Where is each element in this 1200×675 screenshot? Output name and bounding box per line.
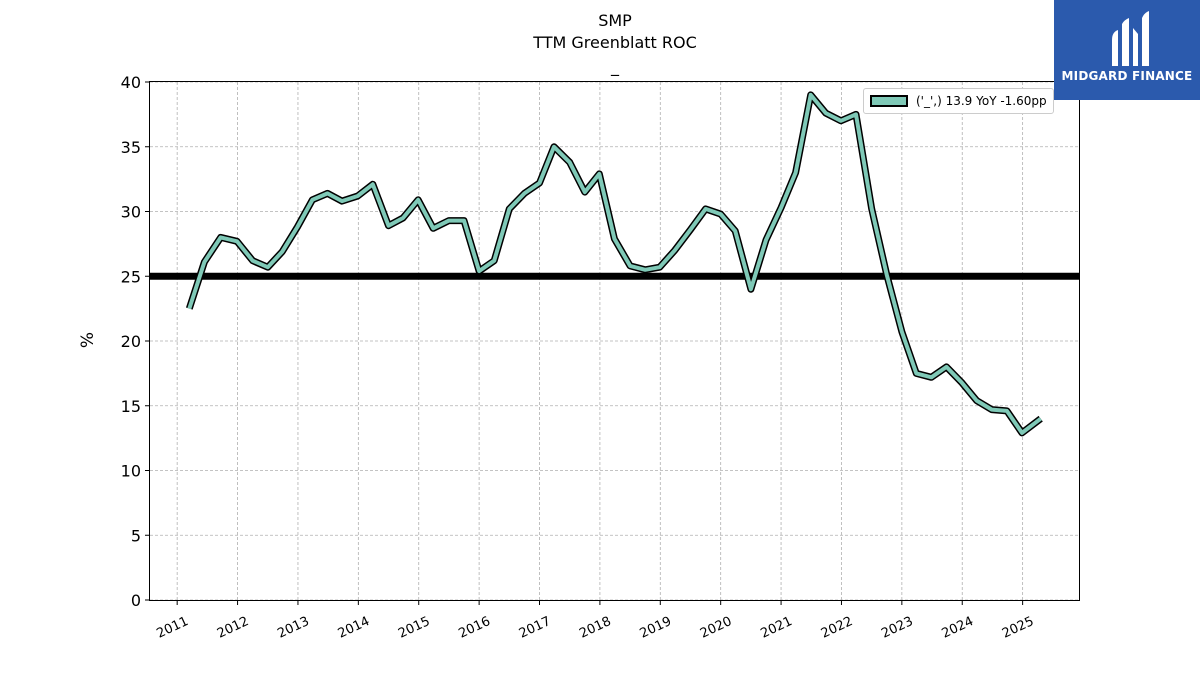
- legend: ('_',) 13.9 YoY -1.60pp: [863, 88, 1054, 114]
- y-axis-label: %: [78, 331, 99, 349]
- y-tick-label: 25: [121, 267, 141, 286]
- x-tick-label: 2020: [698, 614, 734, 642]
- y-tick-label: 10: [121, 462, 141, 481]
- y-tick-label: 5: [131, 526, 141, 545]
- y-tick-label: 40: [121, 73, 141, 92]
- series-line: [187, 92, 1042, 435]
- series-line-outline: [185, 91, 1043, 437]
- x-tick-label: 2025: [1000, 614, 1036, 642]
- y-tick-label: 30: [121, 203, 141, 222]
- brand-logo: MIDGARD FINANCE: [1054, 0, 1200, 100]
- x-tick-label: 2011: [155, 614, 191, 642]
- x-tick-label: 2019: [638, 614, 674, 642]
- x-tick-label: 2014: [336, 614, 372, 642]
- y-tick-label: 0: [131, 591, 141, 610]
- y-tick-label: 20: [121, 332, 141, 351]
- y-axis: 0 5 10 15 20 25 30 35 40: [121, 73, 150, 610]
- x-tick-label: 2023: [879, 614, 915, 642]
- legend-label: ('_',) 13.9 YoY -1.60pp: [916, 94, 1047, 108]
- x-tick-label: 2018: [577, 614, 613, 642]
- legend-swatch: [870, 95, 908, 107]
- logo-text: MIDGARD FINANCE: [1061, 69, 1193, 83]
- x-tick-label: 2012: [215, 614, 251, 642]
- x-tick-label: 2017: [517, 614, 553, 642]
- x-tick-label: 2022: [819, 614, 855, 642]
- series-layer: [185, 91, 1043, 437]
- x-tick-label: 2015: [396, 614, 432, 642]
- x-tick-label: 2021: [758, 614, 794, 642]
- logo-mark-icon: [1112, 11, 1149, 66]
- chart-title: SMP: [598, 11, 632, 30]
- grid-lines: [150, 81, 1080, 601]
- x-tick-label: 2024: [940, 614, 976, 642]
- y-tick-label: 15: [121, 397, 141, 416]
- chart-subtitle: TTM Greenblatt ROC: [533, 33, 697, 52]
- x-tick-label: 2013: [275, 614, 311, 642]
- chart-subtitle-2: _: [611, 57, 619, 76]
- y-tick-label: 35: [121, 138, 141, 157]
- x-tick-label: 2016: [456, 614, 492, 642]
- x-axis: 2011 2012 2013 2014 2015 2016 2017 2018 2019 2020…: [155, 600, 1036, 642]
